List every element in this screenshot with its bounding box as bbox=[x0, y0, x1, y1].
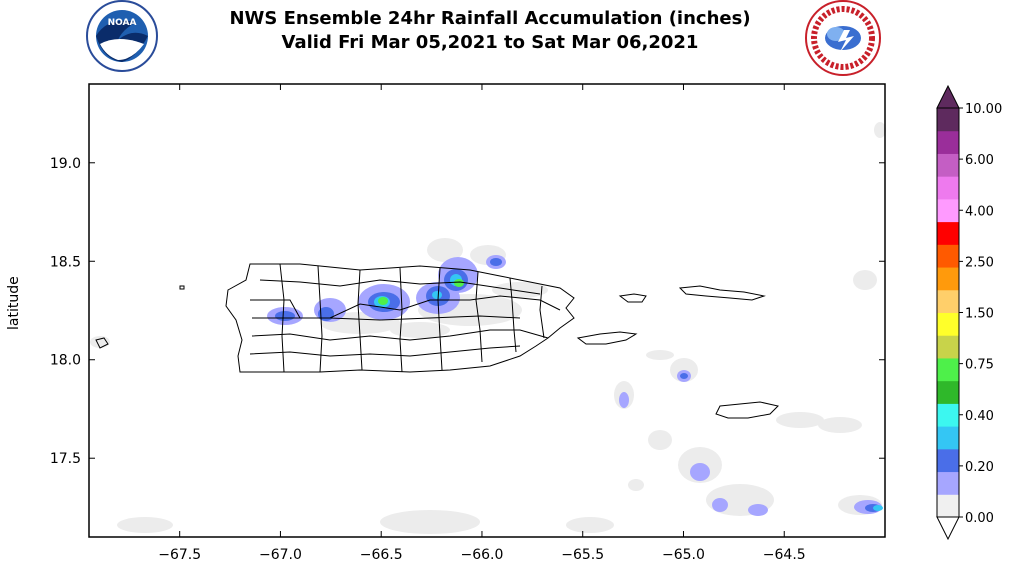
colorbar-bin bbox=[937, 130, 959, 154]
map-title-line2: Valid Fri Mar 05,2021 to Sat Mar 06,2021 bbox=[281, 32, 699, 53]
colorbar-label: 0.20 bbox=[965, 460, 994, 475]
colorbar-bin bbox=[937, 471, 959, 495]
y-tick-label: 18.5 bbox=[50, 254, 81, 270]
colorbar-label: 0.40 bbox=[965, 409, 994, 424]
colorbar-bin bbox=[937, 335, 959, 359]
colorbar-bin bbox=[937, 221, 959, 245]
colorbar-bin bbox=[937, 289, 959, 313]
map-title-line1: NWS Ensemble 24hr Rainfall Accumulation … bbox=[229, 8, 751, 29]
colorbar-label: 1.50 bbox=[965, 307, 994, 322]
noaa-logo-text: NOAA bbox=[108, 18, 137, 28]
colorbar-bin bbox=[937, 267, 959, 291]
y-tick-label: 17.5 bbox=[50, 451, 81, 467]
colorbar: 10.00 6.00 4.00 2.50 1.50 0.75 0.40 0.20 0.00 bbox=[936, 84, 1002, 541]
colorbar-bin bbox=[937, 357, 959, 382]
rain-shading-peak bbox=[378, 279, 464, 305]
x-tick-label: −65.0 bbox=[662, 547, 705, 563]
x-tick-label: −67.0 bbox=[259, 547, 302, 563]
colorbar-label: 0.00 bbox=[965, 511, 994, 526]
x-tick-label: −64.5 bbox=[763, 547, 806, 563]
plot-frame bbox=[88, 83, 886, 538]
colorbar-bin bbox=[937, 176, 959, 200]
colorbar-bin bbox=[937, 244, 959, 268]
colorbar-bin bbox=[937, 426, 959, 450]
colorbar-bin bbox=[937, 380, 959, 404]
colorbar-bin bbox=[937, 448, 959, 473]
colorbar-min-arrow bbox=[936, 516, 960, 541]
islands-outline bbox=[95, 285, 779, 419]
colorbar-bin bbox=[937, 403, 959, 427]
y-tick-label: 18.0 bbox=[50, 353, 81, 369]
colorbar-bin bbox=[937, 494, 959, 518]
puerto-rico-outline bbox=[225, 263, 575, 373]
x-tick-label: −65.5 bbox=[561, 547, 604, 563]
nws-logo bbox=[805, 0, 881, 76]
colorbar-max-arrow bbox=[936, 84, 960, 109]
colorbar-label: 0.75 bbox=[965, 358, 994, 373]
colorbar-label: 10.00 bbox=[965, 102, 1002, 117]
x-tick-label: −67.5 bbox=[158, 547, 201, 563]
colorbar-bin bbox=[937, 108, 959, 132]
y-axis: 19.0 18.5 18.0 17.5 bbox=[50, 156, 885, 467]
noaa-logo: NOAA bbox=[86, 0, 158, 72]
y-tick-label: 19.0 bbox=[50, 156, 81, 172]
x-axis: −67.5 −67.0 −66.5 −66.0 −65.5 −65.0 −64.5 bbox=[158, 84, 806, 563]
colorbar-label: 6.00 bbox=[965, 153, 994, 168]
colorbar-bin bbox=[937, 153, 959, 177]
colorbar-label: 2.50 bbox=[965, 255, 994, 270]
colorbar-bin bbox=[937, 312, 959, 336]
x-tick-label: −66.0 bbox=[461, 547, 504, 563]
x-tick-label: −66.5 bbox=[360, 547, 403, 563]
colorbar-label: 4.00 bbox=[965, 204, 994, 219]
colorbar-bin bbox=[937, 198, 959, 223]
